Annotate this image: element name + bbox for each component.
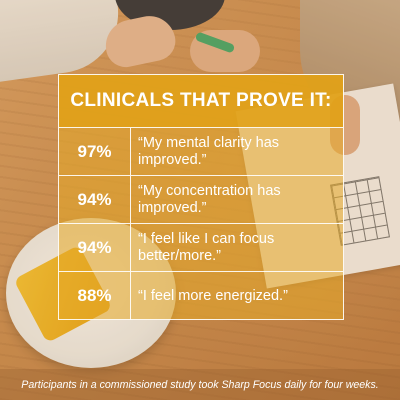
- panel-title: CLINICALS THAT PROVE IT:: [70, 90, 332, 111]
- result-quote: “I feel more energized.”: [138, 287, 288, 304]
- table-row: 94% “My concentration has improved.”: [59, 176, 343, 224]
- table-row: 97% “My mental clarity has improved.”: [59, 128, 343, 176]
- result-percent: 94%: [59, 224, 131, 271]
- panel-header: CLINICALS THAT PROVE IT:: [59, 75, 343, 128]
- study-footnote: Participants in a commissioned study too…: [0, 369, 400, 400]
- result-quote: “My concentration has improved.”: [138, 182, 281, 216]
- result-quote: “I feel like I can focus better/more.”: [138, 230, 275, 264]
- result-quote: “My mental clarity has improved.”: [138, 134, 280, 168]
- result-percent: 94%: [59, 176, 131, 223]
- result-percent: 88%: [59, 272, 131, 320]
- result-percent: 97%: [59, 128, 131, 175]
- results-table: 97% “My mental clarity has improved.” 94…: [59, 128, 343, 320]
- clinicals-panel: CLINICALS THAT PROVE IT: 97% “My mental …: [58, 74, 344, 320]
- table-row: 94% “I feel like I can focus better/more…: [59, 224, 343, 272]
- table-row: 88% “I feel more energized.”: [59, 272, 343, 320]
